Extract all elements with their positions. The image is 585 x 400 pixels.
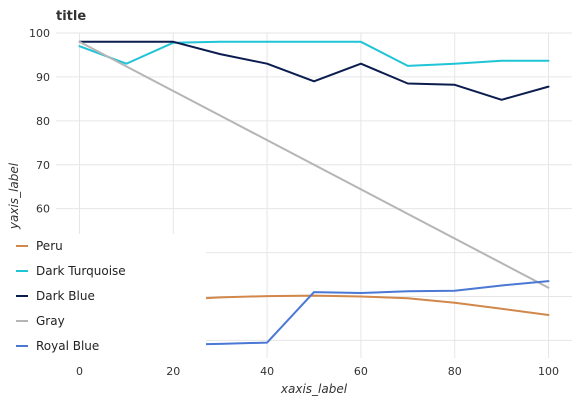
legend-box	[6, 234, 206, 361]
series-line-dark-blue	[78, 40, 550, 101]
x-tick-label: 40	[260, 365, 274, 378]
legend-label-peru: Peru	[36, 239, 63, 253]
y-tick-label: 80	[36, 115, 50, 128]
series-line-dark-turquoise	[78, 40, 550, 67]
y-axis-title: yaxis_label	[7, 162, 21, 230]
y-tick-label: 70	[36, 159, 50, 172]
legend-label-gray: Gray	[36, 314, 65, 328]
legend: Peru Dark Turquoise Dark Blue Gray Royal Blu…	[6, 234, 206, 361]
x-tick-label: 100	[538, 365, 559, 378]
x-tick-label: 20	[166, 365, 180, 378]
y-tick-label: 60	[36, 203, 50, 216]
chart-title: title	[56, 9, 86, 24]
x-tick-label: 80	[448, 365, 462, 378]
y-tick-label: 90	[36, 71, 50, 84]
legend-label-dark-turquoise: Dark Turquoise	[36, 264, 126, 278]
x-axis-title: xaxis_label	[280, 382, 348, 396]
legend-label-royal-blue: Royal Blue	[36, 339, 99, 353]
series-line-gray	[78, 40, 550, 289]
y-tick-label: 100	[29, 27, 50, 40]
x-tick-label: 60	[354, 365, 368, 378]
x-tick-label: 0	[76, 365, 83, 378]
x-axis-ticks: 0 20 40 60 80 100	[76, 365, 559, 378]
legend-label-dark-blue: Dark Blue	[36, 289, 95, 303]
